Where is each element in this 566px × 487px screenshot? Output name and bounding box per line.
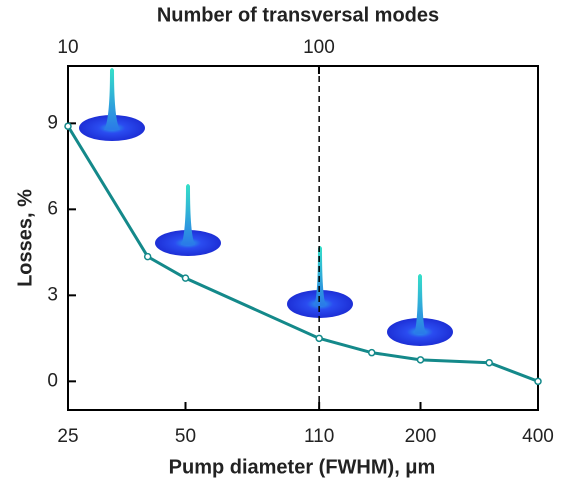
point [64, 122, 72, 130]
point [181, 274, 190, 282]
plot-frame [67, 65, 539, 411]
y-tick-label: 6 [47, 198, 58, 219]
y-axis-title: Losses, % [14, 189, 36, 287]
x-tick-label: 110 [304, 426, 334, 447]
x-axis-title: Pump diameter (FWHM), μm [169, 456, 436, 478]
x-tick-label: 25 [57, 426, 78, 447]
series-line [66, 125, 539, 383]
y-tick-label: 0 [47, 370, 58, 391]
y-tick-label: 9 [47, 112, 58, 133]
point [485, 358, 493, 367]
x-tick-label: 200 [405, 426, 437, 447]
point [315, 334, 323, 343]
point [534, 377, 542, 386]
point [143, 252, 152, 261]
top-axis-title: Number of transversal modes [157, 4, 439, 26]
point [367, 348, 376, 357]
insets [79, 68, 453, 346]
x2-tick-label: 100 [303, 37, 335, 58]
point [416, 356, 425, 364]
x-tick-label: 50 [175, 426, 196, 447]
y-tick-label: 3 [47, 284, 58, 305]
x2-tick-label: 10 [57, 37, 78, 58]
x-tick-label: 400 [522, 426, 554, 447]
